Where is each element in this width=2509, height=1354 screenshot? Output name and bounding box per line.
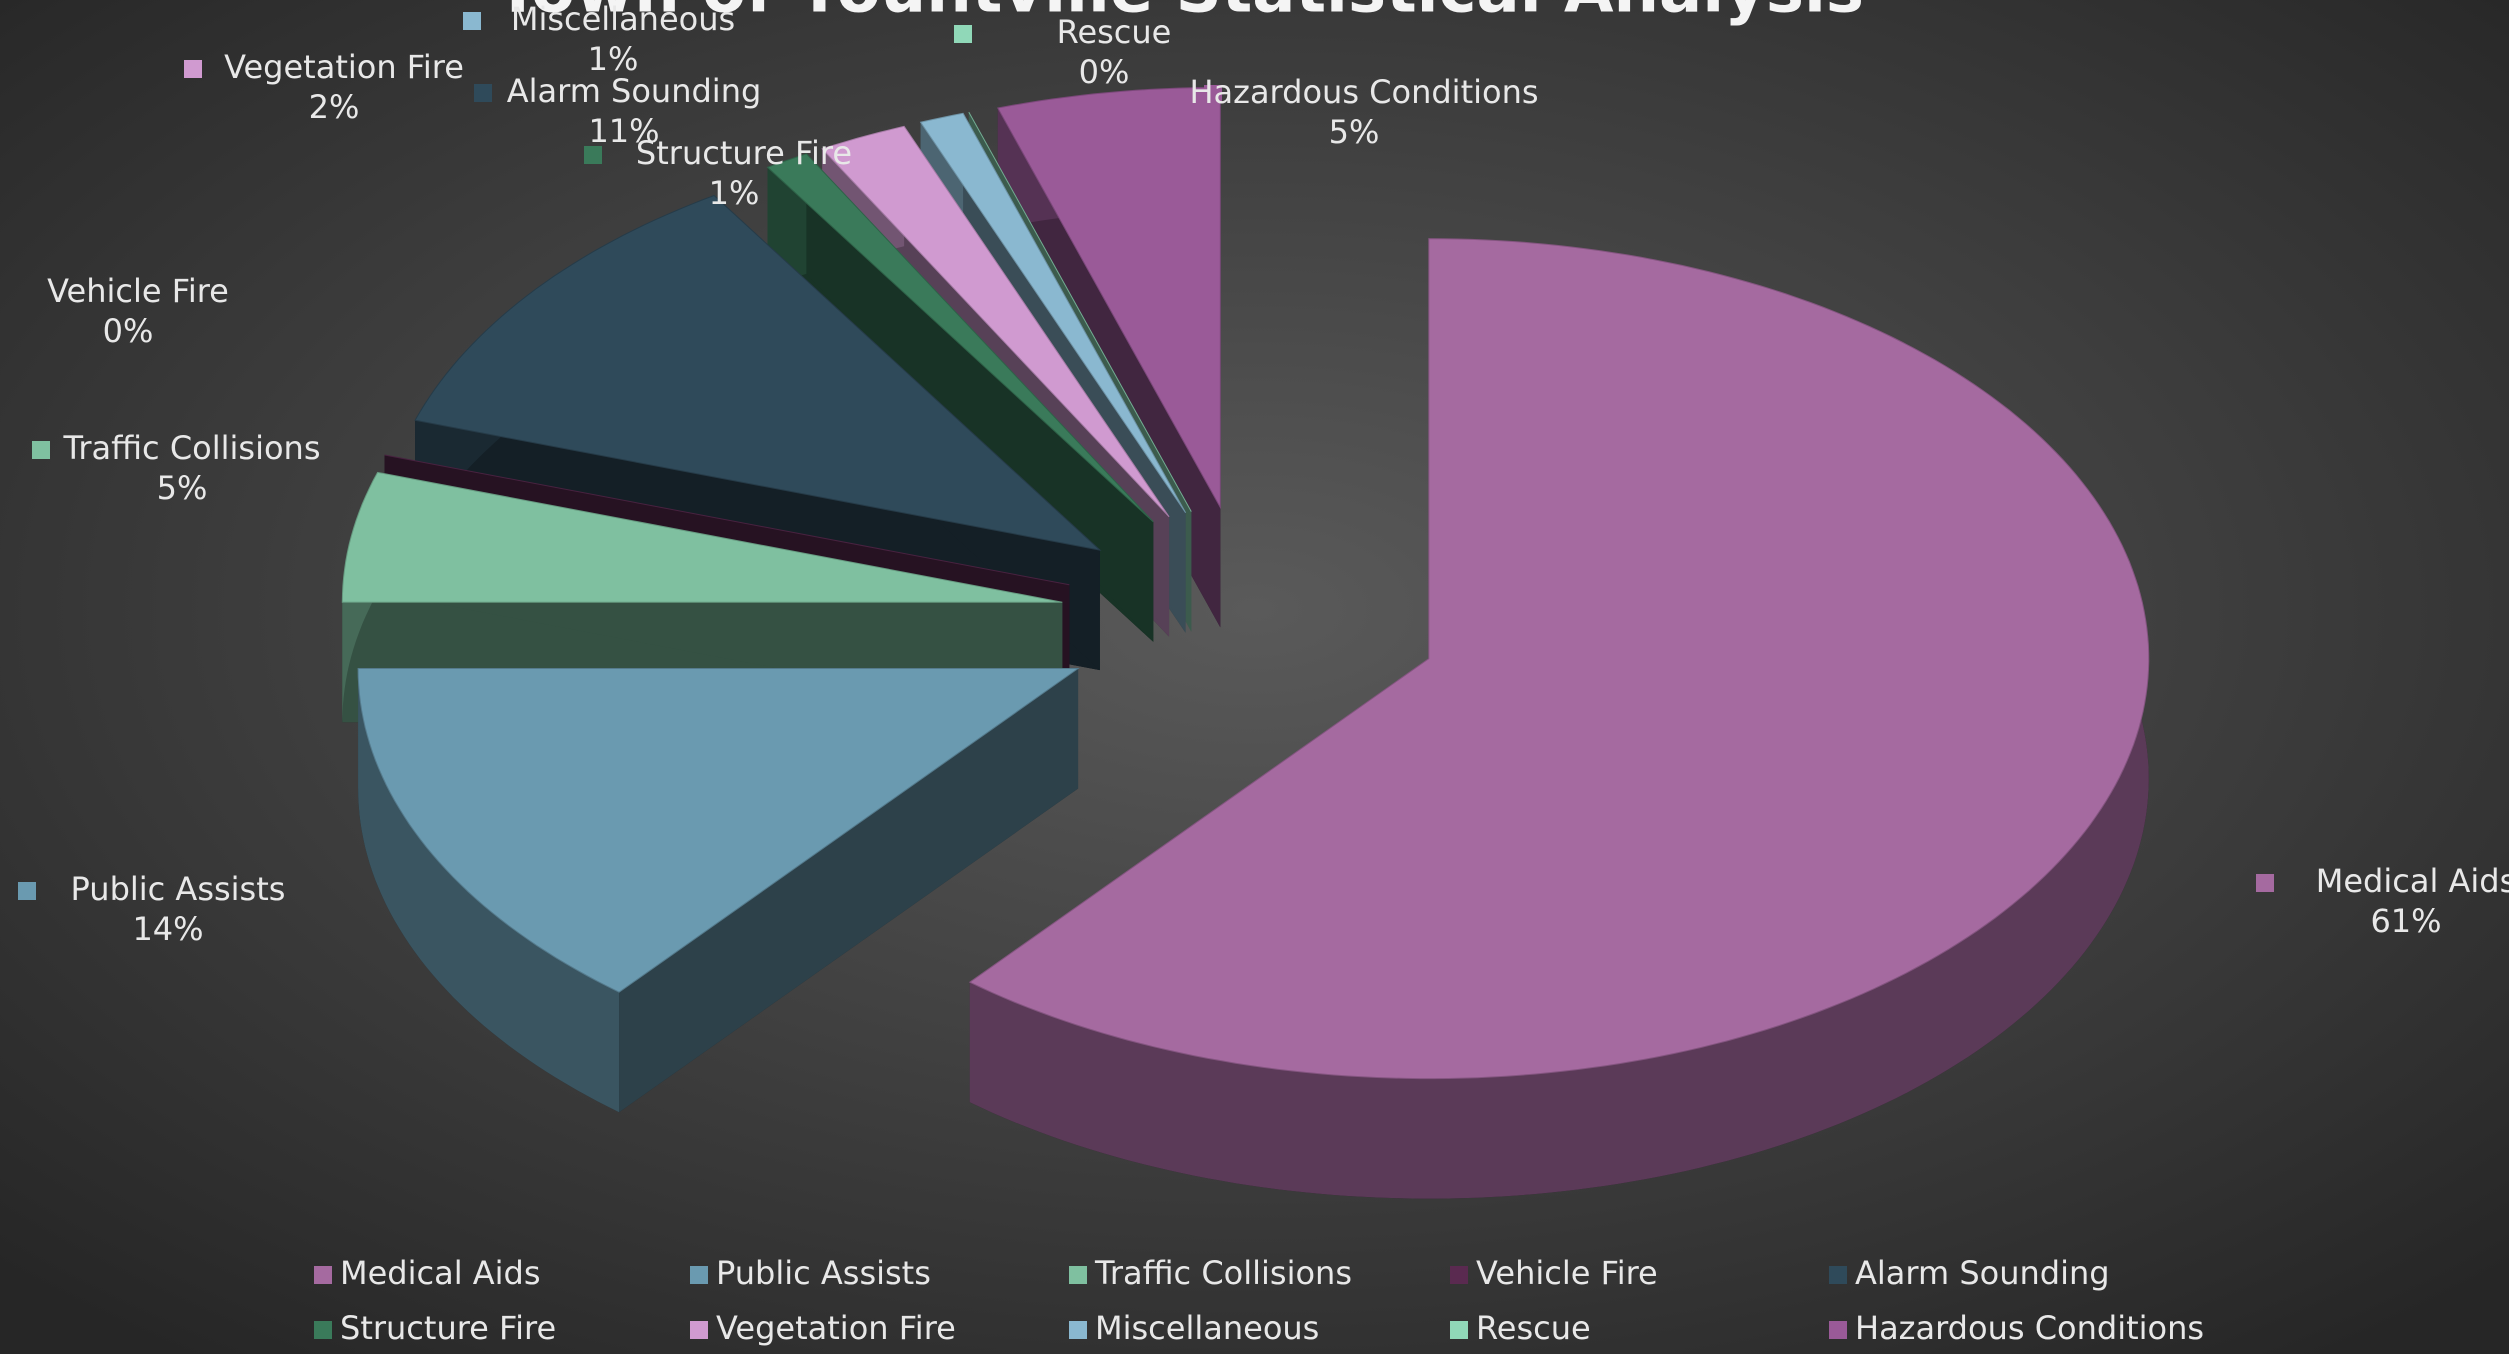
data-label-value: 5% <box>157 469 208 507</box>
slice <box>968 238 2150 1199</box>
legend-swatch <box>1450 1321 1468 1339</box>
legend-label: Vegetation Fire <box>716 1309 956 1347</box>
legend-label: Vehicle Fire <box>1476 1254 1658 1292</box>
legend-swatch <box>1829 1321 1847 1339</box>
data-label-name: Hazardous Conditions <box>1189 73 1538 111</box>
legend-label: Miscellaneous <box>1095 1309 1319 1347</box>
legend-swatch <box>1069 1321 1087 1339</box>
data-label-value: 0% <box>103 312 154 350</box>
label-marker <box>184 60 202 78</box>
slice <box>357 668 1080 1113</box>
data-label-name: Miscellaneous <box>511 0 735 38</box>
slice-top <box>357 668 1080 993</box>
pie <box>341 86 2150 1199</box>
slice-side <box>358 668 620 1113</box>
slice-top <box>341 471 1063 603</box>
legend-label: Traffic Collisions <box>1094 1254 1352 1292</box>
slice-top <box>968 238 2150 1080</box>
slice-top <box>384 454 1070 586</box>
legend-swatch <box>1069 1266 1087 1284</box>
label-marker <box>474 84 492 102</box>
data-label-value: 61% <box>2370 902 2441 940</box>
data-label-value: 1% <box>588 40 639 78</box>
data-label-value: 1% <box>709 174 760 212</box>
legend-label: Alarm Sounding <box>1855 1254 2110 1292</box>
data-label-name: Structure Fire <box>636 134 852 172</box>
slice-top <box>919 112 1187 513</box>
slice-side <box>969 238 2149 1199</box>
legend-swatch <box>1450 1266 1468 1284</box>
legend: Medical Aids Public Assists Traffic Collis… <box>314 1254 2204 1347</box>
data-label-name: Rescue <box>1057 13 1172 51</box>
legend-swatch <box>314 1321 332 1339</box>
data-label-value: 2% <box>309 88 360 126</box>
slice-top <box>821 125 1170 518</box>
data-label-name: Public Assists <box>71 870 286 908</box>
label-marker <box>463 12 481 30</box>
data-label-name: Vegetation Fire <box>224 48 464 86</box>
legend-label: Public Assists <box>716 1254 931 1292</box>
data-label-name: Alarm Sounding <box>507 72 762 110</box>
label-marker <box>1204 85 1222 103</box>
legend-label: Structure Fire <box>340 1309 556 1347</box>
label-marker <box>954 25 972 43</box>
label-marker <box>32 441 50 459</box>
label-marker <box>584 146 602 164</box>
data-label-value: 5% <box>1329 113 1380 151</box>
legend-swatch <box>690 1321 708 1339</box>
legend-label: Medical Aids <box>340 1254 541 1292</box>
data-label-value: 0% <box>1079 53 1130 91</box>
slice-top <box>414 194 1102 551</box>
chart-title: Town of Yountville Statistical Analysis <box>496 0 1864 28</box>
legend-swatch <box>1829 1266 1847 1284</box>
slice-top <box>968 111 1192 512</box>
legend-label: Rescue <box>1476 1309 1591 1347</box>
data-label-value: 14% <box>132 910 203 948</box>
data-label-name: Medical Aids <box>2316 862 2509 900</box>
label-marker <box>2256 874 2274 892</box>
legend-swatch <box>690 1266 708 1284</box>
label-marker <box>18 882 36 900</box>
data-label-value: 11% <box>588 112 659 150</box>
legend-label: Hazardous Conditions <box>1855 1309 2204 1347</box>
data-label-name: Traffic Collisions <box>63 429 321 467</box>
slice-top <box>766 153 1154 523</box>
slice-top <box>997 86 1221 510</box>
legend-swatch <box>314 1266 332 1284</box>
data-label-name: Vehicle Fire <box>47 272 229 310</box>
